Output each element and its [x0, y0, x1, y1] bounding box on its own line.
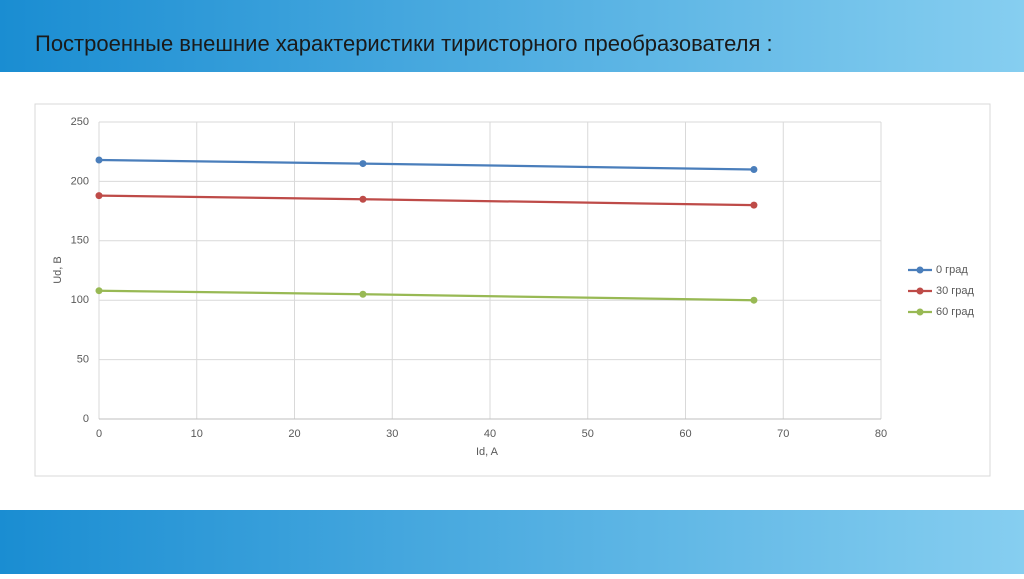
data-point: [750, 166, 758, 174]
data-point: [750, 296, 758, 304]
legend-marker: [916, 308, 924, 316]
x-axis-label: Id, A: [476, 446, 499, 458]
x-tick-label: 60: [679, 428, 691, 440]
x-tick-label: 10: [191, 428, 203, 440]
data-point: [95, 287, 103, 295]
chart-frame: [34, 103, 991, 477]
legend-label: 60 град: [936, 306, 975, 318]
y-tick-label: 50: [77, 354, 89, 366]
x-tick-label: 30: [386, 428, 398, 440]
x-tick-label: 0: [96, 428, 102, 440]
x-tick-label: 70: [777, 428, 789, 440]
data-point: [95, 156, 103, 164]
data-point: [359, 195, 367, 203]
y-axis-label: Ud, B: [52, 256, 64, 284]
x-tick-label: 40: [484, 428, 496, 440]
y-tick-label: 200: [71, 175, 89, 187]
footer-band: [0, 510, 1024, 574]
y-tick-label: 250: [71, 116, 89, 128]
data-point: [359, 160, 367, 168]
y-tick-label: 0: [83, 413, 89, 425]
legend-marker: [916, 287, 924, 295]
legend-label: 0 град: [936, 264, 968, 276]
y-tick-label: 150: [71, 235, 89, 247]
y-tick-label: 100: [71, 294, 89, 306]
x-tick-label: 20: [288, 428, 300, 440]
data-point: [95, 192, 103, 200]
legend-marker: [916, 266, 924, 274]
header-band: [0, 0, 1024, 72]
legend-label: 30 град: [936, 285, 975, 297]
slide-title: Построенные внешние характеристики тирис…: [35, 31, 773, 56]
x-tick-label: 50: [582, 428, 594, 440]
data-point: [359, 290, 367, 298]
data-point: [750, 201, 758, 209]
x-tick-label: 80: [875, 428, 887, 440]
